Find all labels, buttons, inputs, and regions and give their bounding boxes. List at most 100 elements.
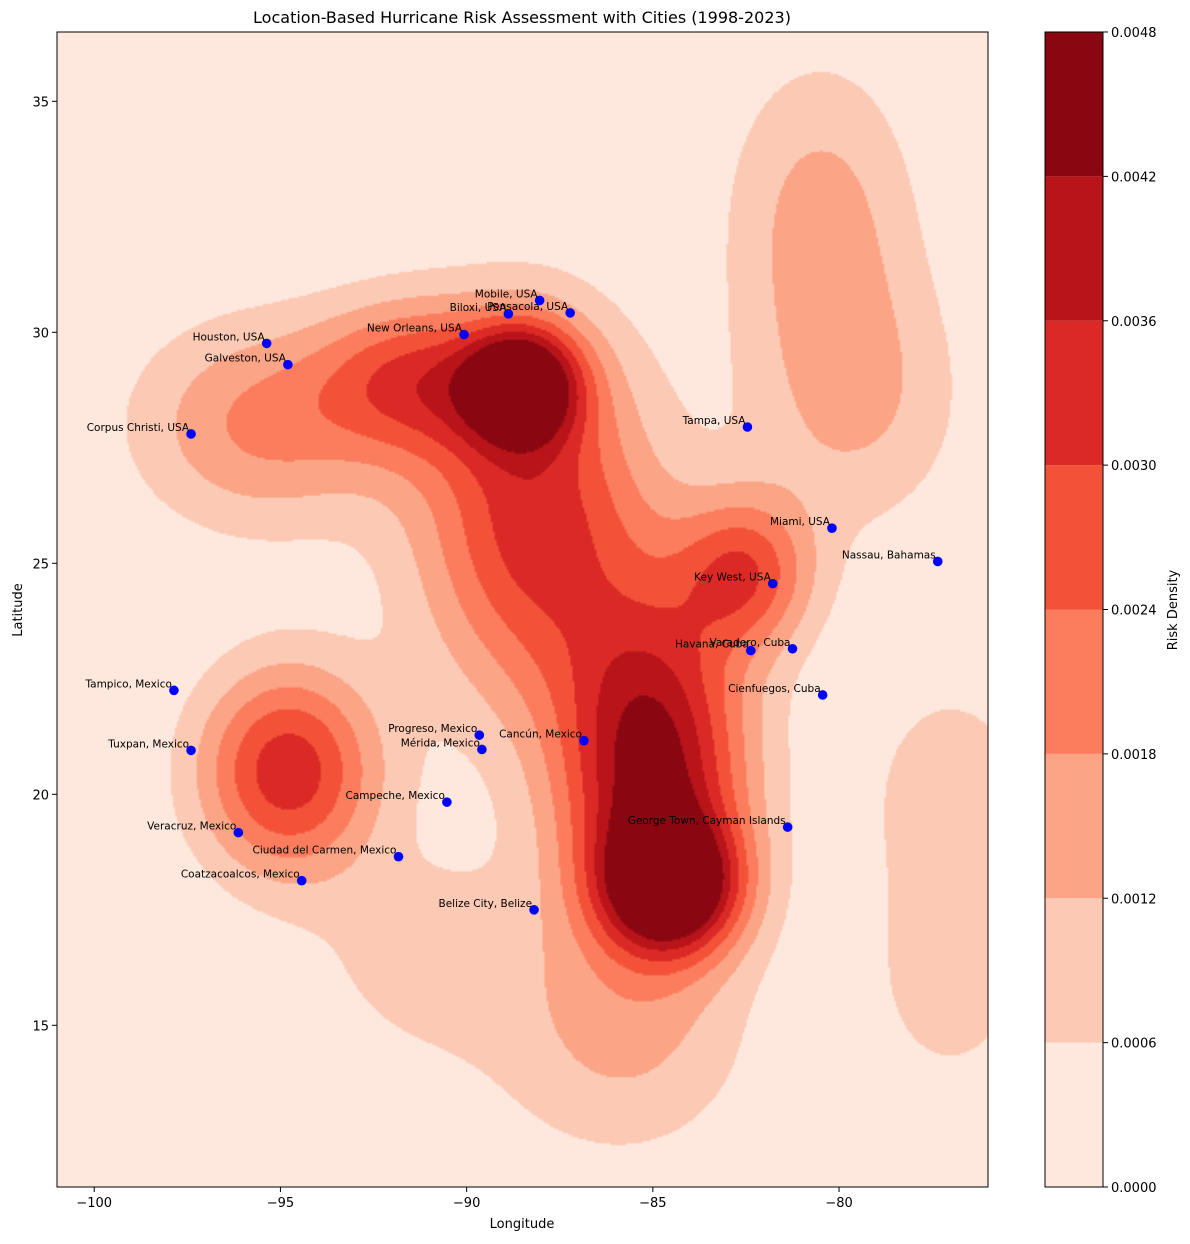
city-label: Biloxi, USA xyxy=(450,302,507,314)
city-label: Belize City, Belize xyxy=(439,898,533,910)
y-axis: 15 20 25 30 35 xyxy=(32,95,57,1034)
city-point xyxy=(477,744,487,755)
city-label: Miami, USA xyxy=(770,516,831,528)
colorbar-tick-label: 0.0006 xyxy=(1111,1037,1157,1052)
chart-title: Location-Based Hurricane Risk Assessment… xyxy=(253,8,791,27)
city-marker: Mérida, Mexico xyxy=(401,737,487,755)
city-label: Cancún, Mexico xyxy=(499,729,582,741)
city-label: Tampa, USA xyxy=(682,415,747,427)
city-point xyxy=(503,309,514,319)
y-axis-title: Latitude xyxy=(11,583,26,637)
x-tick-label: −85 xyxy=(639,1196,666,1211)
city-marker: Key West, USA xyxy=(694,572,778,589)
colorbar-band xyxy=(1045,465,1103,610)
x-tick-label: −90 xyxy=(453,1196,480,1211)
city-marker: Progreso, Mexico xyxy=(388,723,485,740)
colorbar-band xyxy=(1045,609,1103,754)
city-label: New Orleans, USA xyxy=(367,323,463,335)
city-point xyxy=(474,730,485,740)
city-point xyxy=(442,797,452,807)
y-tick-label: 20 xyxy=(32,788,49,803)
city-label: Tampico, Mexico xyxy=(84,678,171,690)
colorbar-band xyxy=(1045,32,1103,177)
city-marker: George Town, Cayman Islands xyxy=(628,815,793,832)
city-point xyxy=(186,745,196,756)
x-tick-label: −95 xyxy=(267,1196,294,1211)
city-label: Tuxpan, Mexico xyxy=(107,738,189,750)
city-marker: Nassau, Bahamas xyxy=(842,549,943,567)
city-point xyxy=(529,905,539,915)
city-marker: Tampico, Mexico xyxy=(84,678,179,696)
city-label: Mérida, Mexico xyxy=(401,737,480,749)
colorbar-band xyxy=(1045,898,1103,1043)
city-marker: Havana, Cuba xyxy=(675,639,756,656)
city-label: Corpus Christi, USA xyxy=(87,422,190,434)
y-tick-label: 25 xyxy=(32,557,49,572)
city-point xyxy=(767,578,778,589)
city-point xyxy=(932,556,943,567)
city-point xyxy=(186,429,196,439)
colorbar-band xyxy=(1045,320,1103,466)
city-marker: Belize City, Belize xyxy=(439,898,539,915)
city-label: Veracruz, Mexico xyxy=(147,821,236,833)
city-marker: Tampa, USA xyxy=(682,415,753,432)
city-point xyxy=(817,690,828,700)
city-marker: Varadero, Cuba xyxy=(710,637,798,654)
colorbar-bands xyxy=(1045,32,1103,1187)
city-marker: Tuxpan, Mexico xyxy=(107,738,196,756)
city-marker: Cancún, Mexico xyxy=(499,729,589,746)
city-marker: New Orleans, USA xyxy=(367,323,469,340)
city-marker: Mobile, USA xyxy=(475,288,545,306)
city-point xyxy=(296,875,307,886)
colorbar-tick-label: 0.0024 xyxy=(1111,604,1157,619)
city-label: Havana, Cuba xyxy=(675,639,749,651)
x-tick-label: −100 xyxy=(76,1196,112,1211)
city-marker: Miami, USA xyxy=(770,516,837,533)
city-label: Varadero, Cuba xyxy=(710,637,791,649)
plot-frame xyxy=(56,31,989,1188)
colorbar-tick-label: 0.0012 xyxy=(1111,892,1157,907)
colorbar-title: Risk Density xyxy=(1166,569,1181,650)
city-label: George Town, Cayman Islands xyxy=(628,815,786,827)
city-point xyxy=(579,735,589,746)
city-label: Cienfuegos, Cuba xyxy=(728,683,821,695)
city-marker: Galveston, USA xyxy=(205,353,293,370)
colorbar-tick-label: 0.0018 xyxy=(1111,748,1157,763)
density-field xyxy=(57,32,988,1187)
city-label: Houston, USA xyxy=(193,331,266,343)
colorbar-tick-label: 0.0030 xyxy=(1111,459,1157,474)
city-marker: Biloxi, USA xyxy=(450,302,514,319)
city-label: Progreso, Mexico xyxy=(388,723,477,735)
city-label: Key West, USA xyxy=(694,572,771,584)
y-tick-label: 15 xyxy=(32,1019,49,1034)
city-point xyxy=(233,827,244,838)
city-marker: Campeche, Mexico xyxy=(346,790,452,807)
colorbar: 0.0000 0.0006 0.0012 0.0018 0.0024 0.0030 0.00… xyxy=(1044,26,1181,1196)
y-tick-label: 35 xyxy=(32,95,49,110)
city-label: Campeche, Mexico xyxy=(346,790,445,802)
colorbar-tick-label: 0.0036 xyxy=(1111,315,1157,330)
city-point xyxy=(782,822,793,832)
colorbar-band xyxy=(1045,1042,1103,1187)
city-point xyxy=(283,359,293,370)
city-point xyxy=(393,851,404,862)
y-tick-label: 30 xyxy=(32,326,49,341)
city-label: Mobile, USA xyxy=(475,288,539,300)
city-point xyxy=(459,329,469,340)
city-marker: Ciudad del Carmen, Mexico xyxy=(253,845,404,862)
x-tick-label: −80 xyxy=(825,1196,852,1211)
x-axis-title: Longitude xyxy=(490,1217,555,1232)
city-label: Nassau, Bahamas xyxy=(842,549,936,561)
city-point xyxy=(787,643,798,654)
colorbar-band xyxy=(1045,176,1103,321)
colorbar-tick-label: 0.0048 xyxy=(1111,26,1157,41)
city-point xyxy=(565,308,575,318)
city-point xyxy=(534,295,545,306)
city-marker: Corpus Christi, USA xyxy=(87,422,196,439)
city-marker: Coatzacoalcos, Mexico xyxy=(181,869,307,886)
colorbar-tick-label: 0.0000 xyxy=(1111,1181,1157,1196)
